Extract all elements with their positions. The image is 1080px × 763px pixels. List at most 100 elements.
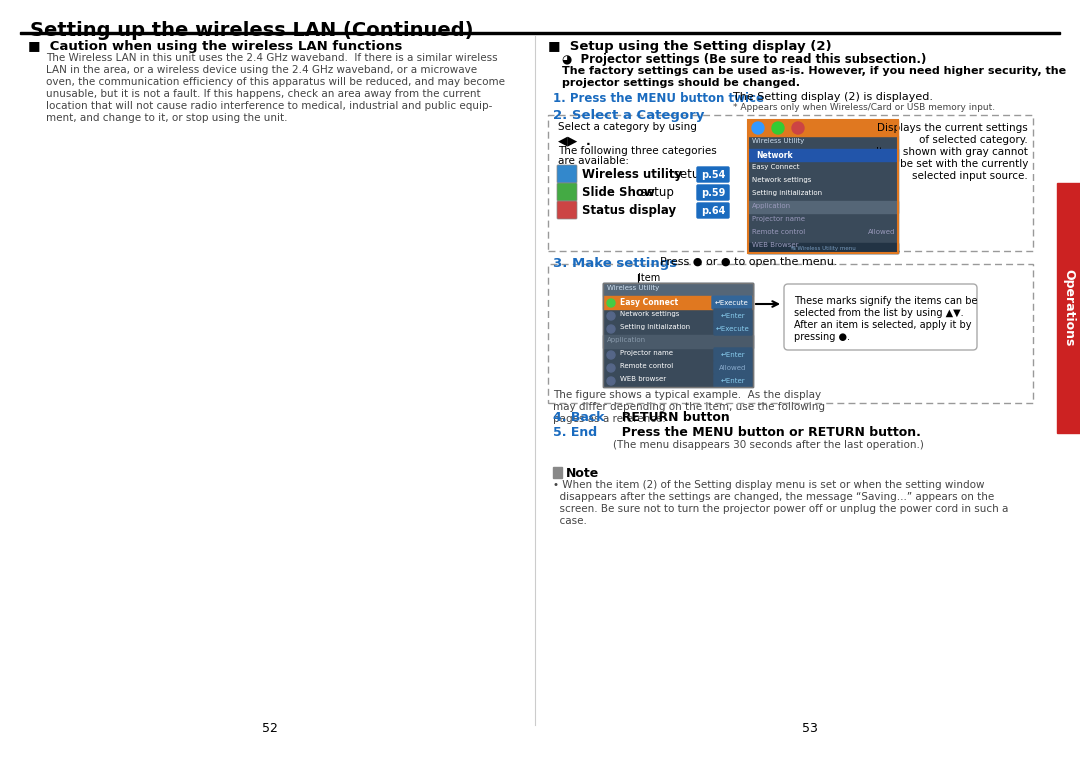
Text: be set with the currently: be set with the currently <box>900 159 1028 169</box>
Text: 1. Press the MENU button twice: 1. Press the MENU button twice <box>553 92 764 105</box>
Text: Slide Show: Slide Show <box>582 186 654 199</box>
Text: ◕  Projector settings (Be sure to read this subsection.): ◕ Projector settings (Be sure to read th… <box>562 53 927 66</box>
Bar <box>748 149 897 161</box>
Text: Network settings: Network settings <box>620 311 679 317</box>
Text: Remote control: Remote control <box>620 363 673 369</box>
Text: Press ● or ● to open the menu.: Press ● or ● to open the menu. <box>653 257 837 267</box>
Text: Easy Connect: Easy Connect <box>752 164 799 170</box>
Text: Network: Network <box>756 151 793 160</box>
Text: WEB browser: WEB browser <box>620 376 666 382</box>
Bar <box>603 335 753 348</box>
Text: The Setting display (2) is displayed.: The Setting display (2) is displayed. <box>733 92 933 102</box>
Text: Wireless utility: Wireless utility <box>582 168 683 181</box>
Text: Wireless Utility: Wireless Utility <box>752 138 805 144</box>
FancyBboxPatch shape <box>697 203 729 218</box>
Text: are available:: are available: <box>558 156 629 166</box>
Circle shape <box>752 122 764 134</box>
Text: ◀▶  .: ◀▶ . <box>558 134 591 147</box>
Bar <box>603 283 753 387</box>
Text: Select a category by using: Select a category by using <box>558 122 697 132</box>
Text: ↵Execute: ↵Execute <box>715 300 748 306</box>
Text: ↵Enter: ↵Enter <box>720 352 745 358</box>
Text: Item: Item <box>638 273 660 283</box>
Circle shape <box>607 312 615 320</box>
Text: pressing ●.: pressing ●. <box>794 332 850 342</box>
Text: Allowed: Allowed <box>719 365 746 371</box>
Text: Application: Application <box>607 337 646 343</box>
Text: * Appears only when Wireless/Card or USB memory input.: * Appears only when Wireless/Card or USB… <box>733 103 995 112</box>
Circle shape <box>792 122 804 134</box>
FancyBboxPatch shape <box>697 185 729 200</box>
Text: Item shown with gray cannot: Item shown with gray cannot <box>876 147 1028 157</box>
Text: selected from the list by using ▲▼.: selected from the list by using ▲▼. <box>794 308 963 318</box>
Text: Projector name: Projector name <box>620 350 673 356</box>
Text: ↵Enter: ↵Enter <box>720 378 745 384</box>
Text: After an item is selected, apply it by: After an item is selected, apply it by <box>794 320 972 330</box>
Text: screen. Be sure not to turn the projector power off or unplug the power cord in : screen. Be sure not to turn the projecto… <box>553 504 1009 514</box>
Text: ment, and change to it, or stop using the unit.: ment, and change to it, or stop using th… <box>46 113 287 123</box>
FancyBboxPatch shape <box>714 374 752 387</box>
FancyBboxPatch shape <box>557 201 577 219</box>
Text: LAN in the area, or a wireless device using the 2.4 GHz waveband, or a microwave: LAN in the area, or a wireless device us… <box>46 65 477 75</box>
Text: The factory settings can be used as-is. However, if you need higher security, th: The factory settings can be used as-is. … <box>562 66 1066 76</box>
FancyBboxPatch shape <box>714 309 752 322</box>
Text: Allowed: Allowed <box>867 229 895 235</box>
Text: p.59: p.59 <box>701 188 725 198</box>
Text: p.64: p.64 <box>701 205 725 215</box>
Text: Application: Application <box>752 203 792 209</box>
FancyBboxPatch shape <box>557 183 577 201</box>
Bar <box>1057 183 1080 433</box>
FancyBboxPatch shape <box>714 348 752 361</box>
FancyBboxPatch shape <box>714 361 752 374</box>
Text: Remote control: Remote control <box>752 229 806 235</box>
Text: Press the MENU button or RETURN button.: Press the MENU button or RETURN button. <box>613 426 921 439</box>
Text: (The menu disappears 30 seconds after the last operation.): (The menu disappears 30 seconds after th… <box>613 440 923 450</box>
Text: location that will not cause radio interference to medical, industrial and publi: location that will not cause radio inter… <box>46 101 492 111</box>
Text: 4. Back: 4. Back <box>553 411 605 424</box>
Text: 3. Make settings: 3. Make settings <box>553 257 677 270</box>
Text: Status display: Status display <box>582 204 676 217</box>
Text: projector settings should be changed.: projector settings should be changed. <box>562 78 800 88</box>
Text: ↵Execute: ↵Execute <box>716 326 750 332</box>
Text: WEB Browser: WEB Browser <box>752 242 798 248</box>
Bar <box>748 120 897 136</box>
Bar <box>553 467 562 478</box>
Text: RETURN button: RETURN button <box>613 411 730 424</box>
FancyBboxPatch shape <box>784 284 977 350</box>
Bar <box>603 283 753 296</box>
Text: Setting up the wireless LAN (Continued): Setting up the wireless LAN (Continued) <box>30 21 473 40</box>
Text: Setting initialization: Setting initialization <box>752 190 822 196</box>
Text: ↹ Wireless Utility menu: ↹ Wireless Utility menu <box>791 246 855 250</box>
Text: oven, the communication efficiency of this apparatus will be reduced, and may be: oven, the communication efficiency of th… <box>46 77 505 87</box>
Text: selected input source.: selected input source. <box>913 171 1028 181</box>
Text: • When the item (2) of the Setting display menu is set or when the setting windo: • When the item (2) of the Setting displ… <box>553 480 985 490</box>
Circle shape <box>607 364 615 372</box>
Circle shape <box>607 377 615 385</box>
Text: The figure shows a typical example.  As the display: The figure shows a typical example. As t… <box>553 390 821 400</box>
Circle shape <box>607 351 615 359</box>
Text: These marks signify the items can be: These marks signify the items can be <box>794 296 977 306</box>
Text: may differ depending on the item, use the following: may differ depending on the item, use th… <box>553 402 825 412</box>
Text: pages as a reference.: pages as a reference. <box>553 414 665 424</box>
Text: Note: Note <box>566 467 599 480</box>
Text: 2. Select a Category: 2. Select a Category <box>553 109 704 122</box>
Bar <box>603 283 753 387</box>
Text: setup: setup <box>637 186 674 199</box>
Circle shape <box>772 122 784 134</box>
Text: Projector name: Projector name <box>752 216 805 222</box>
Circle shape <box>607 325 615 333</box>
Text: unusable, but it is not a fault. If this happens, check an area away from the cu: unusable, but it is not a fault. If this… <box>46 89 481 99</box>
Text: Easy Connect: Easy Connect <box>620 298 678 307</box>
Text: ■  Setup using the Setting display (2): ■ Setup using the Setting display (2) <box>548 40 832 53</box>
Circle shape <box>607 299 615 307</box>
Bar <box>603 296 753 309</box>
Text: Setting Initialization: Setting Initialization <box>620 324 690 330</box>
Text: ■  Caution when using the wireless LAN functions: ■ Caution when using the wireless LAN fu… <box>28 40 403 53</box>
FancyBboxPatch shape <box>712 296 752 309</box>
Text: Operations: Operations <box>1062 269 1075 346</box>
Text: case.: case. <box>553 516 586 526</box>
FancyBboxPatch shape <box>557 165 577 183</box>
Text: setup: setup <box>670 168 707 181</box>
Bar <box>748 120 897 253</box>
Bar <box>21 31 1059 34</box>
